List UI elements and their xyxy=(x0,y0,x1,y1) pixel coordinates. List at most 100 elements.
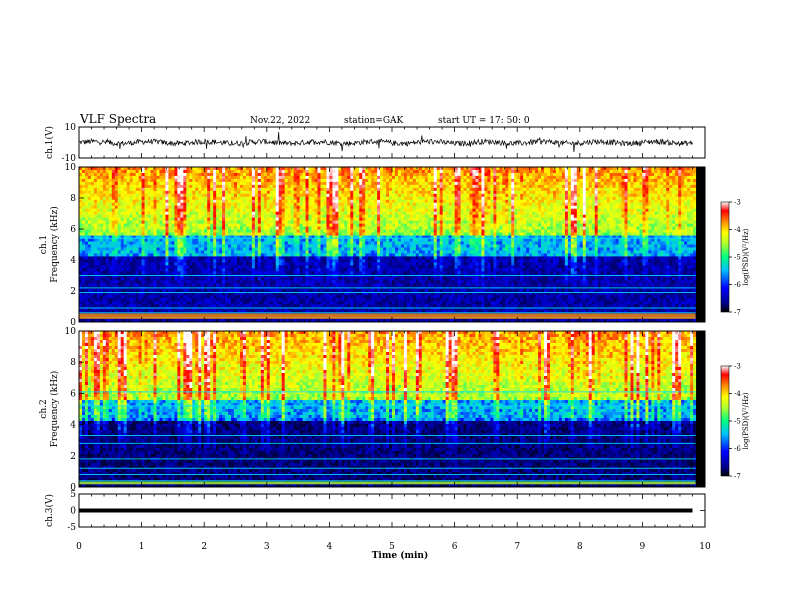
spectrogram-cell xyxy=(168,206,171,209)
spectrogram-cell xyxy=(252,185,255,188)
spectrogram-cell xyxy=(270,185,273,188)
spectrogram-cell xyxy=(350,215,353,218)
spectrogram-cell xyxy=(628,185,631,188)
spectrogram-cell xyxy=(377,230,380,233)
spectrogram-cell xyxy=(487,233,490,236)
spectrogram-cell xyxy=(106,170,109,173)
spectrogram-cell xyxy=(359,233,362,236)
spectrogram-cell xyxy=(607,170,610,173)
spectrogram-cell xyxy=(195,170,198,173)
spectrogram-cell xyxy=(359,200,362,203)
spectrogram-cell xyxy=(622,215,625,218)
spectrogram-cell xyxy=(535,188,538,191)
spectrogram-cell xyxy=(88,227,91,230)
spectrogram-cell xyxy=(323,176,326,179)
spectrogram-cell xyxy=(335,206,338,209)
spectrogram-cell xyxy=(222,230,225,233)
spectrogram-cell xyxy=(514,233,517,236)
spectrogram-cell xyxy=(79,233,82,236)
spectrogram-cell xyxy=(472,215,475,218)
spectrogram-cell xyxy=(481,200,484,203)
spectrogram-cell xyxy=(282,212,285,215)
spectrogram-cell xyxy=(577,221,580,224)
spectrogram-cell xyxy=(189,194,192,197)
spectrogram-cell xyxy=(165,212,168,215)
spectrogram-cell xyxy=(377,185,380,188)
spectrogram-cell xyxy=(663,185,666,188)
spectrogram-cell xyxy=(183,182,186,185)
spectrogram-cell xyxy=(133,194,136,197)
spectrogram-cell xyxy=(127,209,130,212)
spectrogram-cell xyxy=(82,230,85,233)
spectrogram-cell xyxy=(446,203,449,206)
spectrogram-cell xyxy=(571,188,574,191)
spectrogram-cell xyxy=(538,182,541,185)
spectrogram-cell xyxy=(335,188,338,191)
spectrogram-cell xyxy=(177,212,180,215)
spectrogram-cell xyxy=(210,221,213,224)
spectrogram-cell xyxy=(484,215,487,218)
spectrogram-cell xyxy=(633,233,636,236)
spectrogram-cell xyxy=(204,170,207,173)
spectrogram-cell xyxy=(502,212,505,215)
spectrogram-cell xyxy=(189,185,192,188)
spectrogram-cell xyxy=(434,194,437,197)
spectrogram-cell xyxy=(556,206,559,209)
spectrogram-cell xyxy=(118,182,121,185)
spectrogram-cell xyxy=(666,191,669,194)
spectrogram-cell xyxy=(347,206,350,209)
spectrogram-cell xyxy=(130,227,133,230)
spectrogram-cell xyxy=(574,173,577,176)
spectrogram-cell xyxy=(210,233,213,236)
spectrogram-cell xyxy=(577,206,580,209)
spectrogram-cell xyxy=(279,197,282,200)
spectrogram-cell xyxy=(97,176,100,179)
spectrogram-cell xyxy=(315,194,318,197)
spectrogram-cell xyxy=(568,191,571,194)
spectrogram-cell xyxy=(589,176,592,179)
spectrogram-cell xyxy=(657,203,660,206)
spectrogram-cell xyxy=(672,170,675,173)
spectrogram-cell xyxy=(586,224,589,227)
spectrogram-cell xyxy=(517,182,520,185)
spectrogram-cell xyxy=(577,173,580,176)
spectrogram-cell xyxy=(559,200,562,203)
spectrogram-cell xyxy=(431,221,434,224)
spectrogram-cell xyxy=(133,176,136,179)
spectrogram-cell xyxy=(398,224,401,227)
spectrogram-cell xyxy=(559,179,562,182)
spectrogram-cell xyxy=(312,227,315,230)
spectrogram-cell xyxy=(210,167,213,170)
spectrogram-cell xyxy=(312,182,315,185)
spectrogram-cell xyxy=(407,173,410,176)
spectrogram-cell xyxy=(446,200,449,203)
spectrogram-cell xyxy=(472,224,475,227)
spectrogram-cell xyxy=(82,197,85,200)
spectrogram-cell xyxy=(639,194,642,197)
spectrogram-cell xyxy=(359,167,362,170)
spectrogram-cell xyxy=(636,221,639,224)
spectrogram-cell xyxy=(622,170,625,173)
spectrogram-cell xyxy=(547,185,550,188)
spectrogram-cell xyxy=(544,170,547,173)
spectrogram-cell xyxy=(395,209,398,212)
spectrogram-cell xyxy=(484,233,487,236)
spectrogram-cell xyxy=(398,218,401,221)
spectrogram-cell xyxy=(362,182,365,185)
spectrogram-ch1-panel: 0246810ch.1 Frequency (kHz) xyxy=(39,163,705,328)
spectrogram-cell xyxy=(619,218,622,221)
spectrogram-cell xyxy=(610,206,613,209)
spectrogram-cell xyxy=(377,179,380,182)
spectrogram-cell xyxy=(449,221,452,224)
spectrogram-cell xyxy=(440,233,443,236)
spectrogram-cell xyxy=(434,200,437,203)
spectrogram-cell xyxy=(133,227,136,230)
spectrogram-cell xyxy=(651,200,654,203)
spectrogram-cell xyxy=(535,209,538,212)
spectrogram-cell xyxy=(216,218,219,221)
spectrogram-cell xyxy=(580,179,583,182)
spectrogram-cell xyxy=(350,233,353,236)
spectrogram-cell xyxy=(303,170,306,173)
spectrogram-cell xyxy=(279,206,282,209)
spectrogram-cell xyxy=(377,215,380,218)
